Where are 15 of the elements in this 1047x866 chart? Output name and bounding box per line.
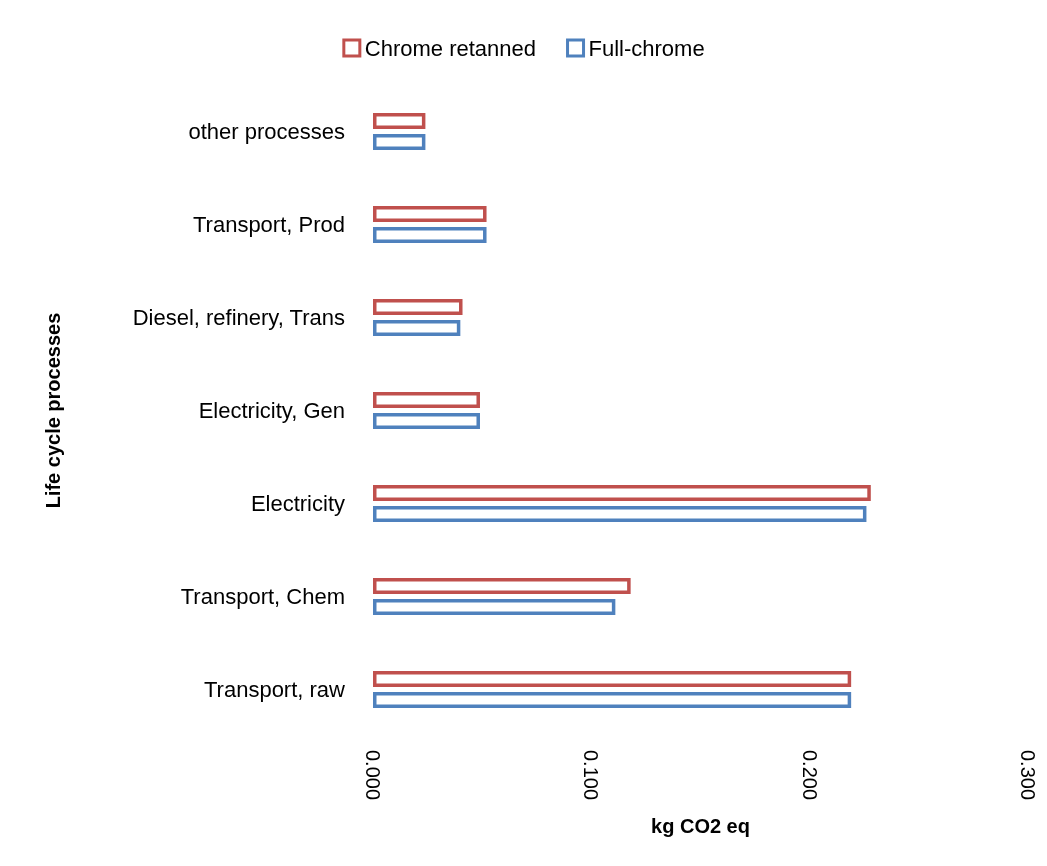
x-tick-label: 0.200	[798, 750, 821, 801]
x-tick-label: 0.000	[362, 750, 384, 801]
y-tick-label: Diesel, refinery, Trans	[132, 305, 345, 330]
y-tick-label: Transport, Chem	[180, 584, 345, 609]
y-tick-label: Electricity, Gen	[198, 398, 345, 423]
legend-label: Chrome retanned	[364, 35, 537, 61]
y-tick-label: Transport, raw	[203, 677, 346, 702]
y-axis-title: Life cycle processes	[42, 312, 64, 509]
y-tick-label: other processes	[188, 119, 345, 144]
legend-label: Full-chrome	[588, 35, 705, 61]
x-axis-title: kg CO2 eq	[651, 815, 750, 837]
y-tick-label: Transport, Prod	[192, 212, 345, 237]
y-tick-label: Electricity	[250, 491, 345, 516]
x-tick-label: 0.300	[1017, 750, 1039, 801]
x-tick-label: 0.100	[580, 750, 603, 801]
